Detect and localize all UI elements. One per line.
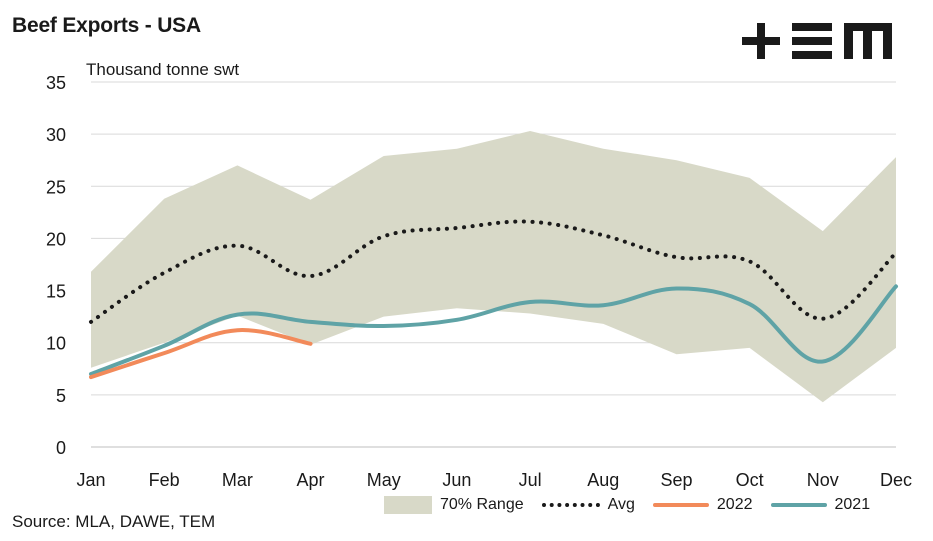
x-tick-label: Nov — [807, 470, 839, 490]
legend-item-2022: 2022 — [652, 496, 753, 514]
x-tick-label: Feb — [149, 470, 180, 490]
y-tick-label: 35 — [46, 73, 66, 93]
legend-label-2021: 2021 — [834, 496, 871, 513]
legend: 70% Range Avg 2022 2021 — [384, 496, 870, 514]
x-tick-label: Mar — [222, 470, 253, 490]
series-line-avg — [89, 219, 898, 324]
y-axis-ticks: 0 5 10 15 20 25 30 35 — [46, 73, 66, 458]
range-band — [91, 131, 896, 403]
legend-swatch-range — [384, 496, 432, 514]
y-tick-label: 0 — [56, 438, 66, 458]
x-tick-label: Dec — [880, 470, 912, 490]
y-tick-label: 5 — [56, 386, 66, 406]
x-tick-label: Jun — [442, 470, 471, 490]
x-tick-label: Jul — [519, 470, 542, 490]
x-tick-label: Apr — [297, 470, 325, 490]
source-note: Source: MLA, DAWE, TEM — [12, 512, 216, 531]
legend-swatch-2022 — [652, 503, 709, 507]
series-line-2022 — [89, 328, 313, 380]
y-tick-label: 20 — [46, 229, 66, 249]
legend-item-2021: 2021 — [770, 496, 871, 514]
legend-swatch-avg — [541, 503, 600, 507]
range-band-area — [91, 131, 896, 403]
y-tick-label: 25 — [46, 177, 66, 197]
x-axis-ticks: Jan Feb Mar Apr May Jun Jul Aug Sep Oct Nov Dec — [76, 470, 912, 490]
chart-title: Beef Exports - USA — [12, 14, 201, 37]
y-tick-label: 15 — [46, 282, 66, 302]
x-tick-label: May — [367, 470, 401, 490]
x-tick-label: Sep — [660, 470, 692, 490]
y-axis-label: Thousand tonne swt — [86, 60, 239, 79]
x-tick-label: Jan — [76, 470, 105, 490]
legend-swatch-2021 — [770, 503, 827, 507]
y-tick-label: 30 — [46, 125, 66, 145]
x-tick-label: Aug — [587, 470, 619, 490]
legend-label-avg: Avg — [607, 496, 635, 513]
legend-item-range: 70% Range — [384, 496, 524, 514]
legend-label-2022: 2022 — [716, 496, 753, 513]
x-tick-label: Oct — [736, 470, 764, 490]
legend-item-avg: Avg — [541, 496, 635, 514]
series-line-2021 — [89, 284, 898, 376]
y-tick-label: 10 — [46, 334, 66, 354]
series-lines — [89, 219, 898, 380]
tem-logo — [742, 23, 892, 59]
legend-label-range: 70% Range — [440, 496, 524, 513]
